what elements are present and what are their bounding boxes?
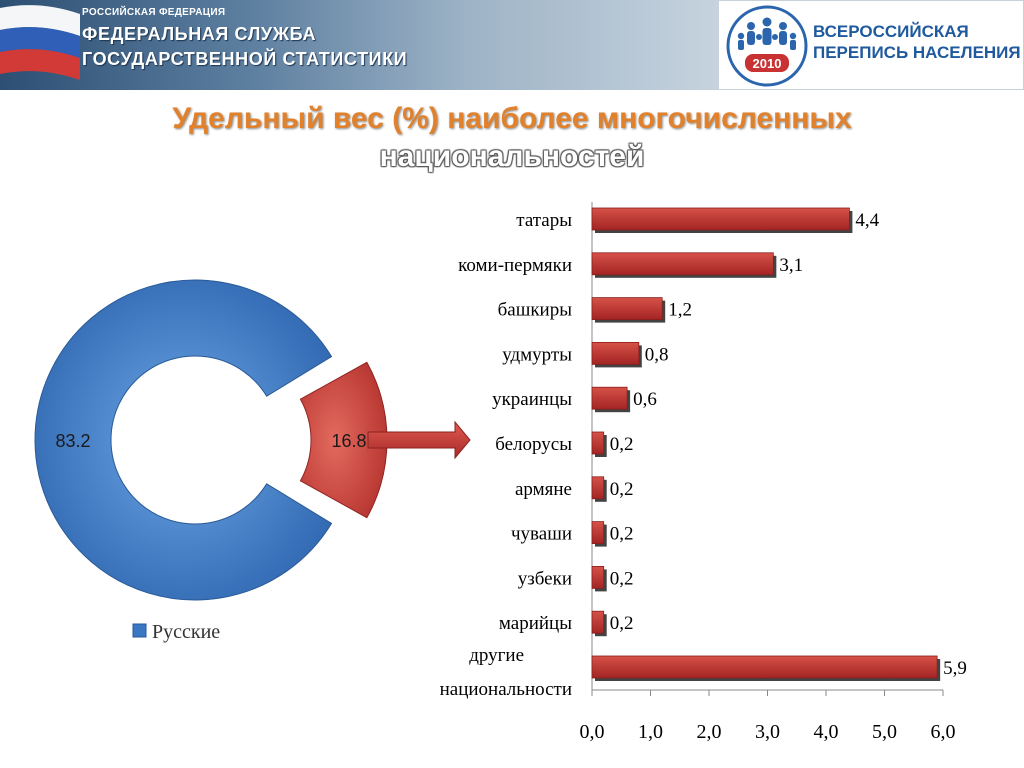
census-year: 2010	[753, 56, 782, 71]
country-label: РОССИЙСКАЯ ФЕДЕРАЦИЯ	[82, 7, 226, 18]
bar-value-label: 0,2	[610, 479, 634, 500]
bar	[591, 610, 605, 634]
bar-category-label: другие	[469, 645, 524, 666]
bar-category-label: узбеки	[518, 568, 572, 589]
bar-value-label: 4,4	[855, 210, 879, 231]
slide-title-line2: национальностей	[379, 140, 645, 173]
legend-label-russians: Русские	[152, 621, 220, 643]
x-tick-label: 4,0	[814, 721, 839, 743]
bar-value-label: 0,8	[645, 344, 669, 365]
census-title-line1: ВСЕРОССИЙСКАЯ	[813, 22, 969, 41]
bar	[591, 207, 850, 231]
bar	[591, 341, 640, 365]
bar-value-label: 1,2	[668, 300, 692, 321]
bar-value-label: 0,2	[610, 434, 634, 455]
bar	[591, 252, 774, 276]
bar	[591, 476, 605, 500]
x-tick-label: 5,0	[872, 721, 897, 743]
bar-value-label: 0,6	[633, 389, 657, 410]
bar-category-label: украинцы	[492, 389, 572, 410]
agency-name-line1: ФЕДЕРАЛЬНАЯ СЛУЖБА	[82, 24, 317, 44]
doughnut-chart: 83.2 16.8	[34, 279, 388, 601]
bar-category-label: национальности	[440, 679, 572, 700]
russian-flag-icon	[0, 5, 80, 80]
x-tick-label: 0,0	[580, 721, 605, 743]
slide-title-line1: Удельный вес (%) наиболее многочисленных	[172, 102, 852, 135]
bar	[591, 521, 605, 544]
bar-category-label: башкиры	[498, 300, 573, 321]
bar	[591, 655, 938, 679]
bar-category-label: чуваши	[511, 524, 572, 545]
census-title-line2: ПЕРЕПИСЬ НАСЕЛЕНИЯ	[813, 43, 1021, 62]
x-tick-label: 2,0	[697, 721, 722, 743]
bar	[591, 297, 663, 321]
bar-value-label: 3,1	[779, 255, 803, 276]
x-tick-label: 3,0	[755, 721, 780, 743]
bar-chart: 0,0 1,0 2,0 3,0 4,0 5,0 6,0 4,4 татары 3,1 коми-пе…	[440, 202, 967, 743]
bar	[591, 566, 605, 589]
slide-title: Удельный вес (%) наиболее многочисленных…	[60, 100, 964, 176]
bar-value-label: 0,2	[610, 568, 634, 589]
pointer-arrow-icon	[367, 420, 471, 460]
bar-value-label: 5,9	[943, 658, 967, 679]
agency-name-line2: ГОСУДАРСТВЕННОЙ СТАТИСТИКИ	[82, 49, 408, 69]
pie-slice-label: 83.2	[55, 431, 90, 451]
x-tick-label: 1,0	[638, 721, 663, 743]
bar	[591, 431, 605, 455]
pie-slice-others	[299, 361, 388, 519]
pie-slice-russians	[34, 279, 333, 601]
legend-swatch-russians	[132, 623, 147, 638]
bar	[591, 386, 628, 410]
census-banner: 2010 ВСЕРОССИЙСКАЯ ПЕРЕПИСЬ НАСЕЛЕНИЯ	[718, 0, 1024, 90]
header-banner: РОССИЙСКАЯ ФЕДЕРАЦИЯ ФЕДЕРАЛЬНАЯ СЛУЖБА …	[0, 0, 1024, 90]
bar-value-label: 0,2	[610, 524, 634, 545]
chart-legend: Русские	[132, 621, 220, 643]
rosstat-banner: РОССИЙСКАЯ ФЕДЕРАЦИЯ ФЕДЕРАЛЬНАЯ СЛУЖБА …	[0, 0, 718, 90]
bar-value-label: 0,2	[610, 613, 634, 634]
bar-category-label: армяне	[515, 479, 572, 500]
bar-category-label: татары	[516, 210, 572, 231]
census-logo-icon: 2010	[726, 5, 808, 87]
bar-category-label: белорусы	[495, 434, 572, 455]
pie-slice-label: 16.8	[331, 431, 366, 451]
bar-category-label: удмурты	[502, 344, 572, 365]
x-tick-label: 6,0	[931, 721, 956, 743]
bar-category-label: марийцы	[499, 613, 572, 634]
bar-category-label: коми-пермяки	[458, 255, 572, 276]
